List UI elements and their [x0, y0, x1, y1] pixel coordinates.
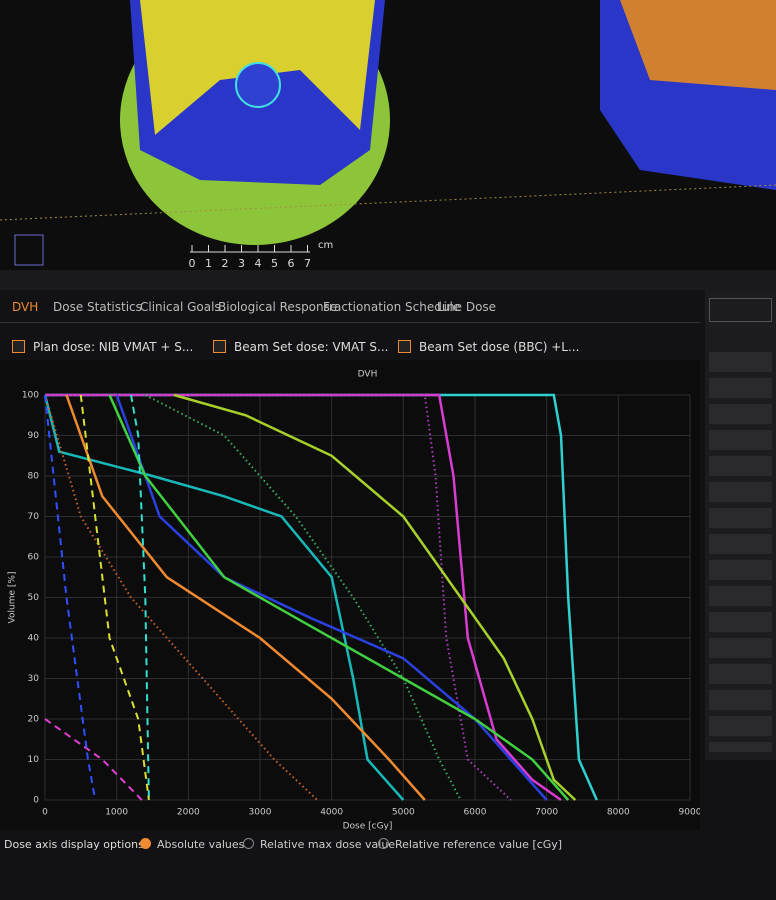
scale-label: 3 [238, 257, 245, 270]
scale-label: 5 [271, 257, 278, 270]
side-list [709, 352, 772, 752]
y-tick-label: 40 [28, 634, 40, 644]
scale-label: 4 [255, 257, 262, 270]
y-axis-label: Volume [%] [8, 572, 18, 624]
dvh-curve [44, 394, 97, 801]
y-tick-label: 100 [22, 391, 39, 401]
ct-region-2 [620, 0, 776, 90]
tab[interactable]: Fractionation Schedule [323, 300, 461, 314]
radio [378, 838, 389, 849]
tab[interactable]: DVH [12, 300, 39, 314]
checkbox [398, 340, 411, 353]
checkbox [12, 340, 25, 353]
tab[interactable]: Line Dose [437, 300, 497, 314]
dose-option[interactable]: Absolute values [140, 838, 244, 851]
tab[interactable]: Dose Statistics [53, 300, 142, 314]
scale-label: 6 [288, 257, 295, 270]
side-search[interactable] [709, 298, 772, 322]
dvh-curve [115, 394, 548, 801]
radio [243, 838, 254, 849]
dvh-curve [45, 393, 562, 802]
x-axis-label: Dose [cGy] [343, 822, 393, 831]
dvh-curve [79, 394, 150, 801]
scale-label: 1 [205, 257, 212, 270]
option-label: Absolute values [157, 838, 245, 851]
y-tick-label: 0 [33, 796, 39, 806]
x-tick-label: 6000 [464, 808, 487, 818]
dose-checkbox[interactable]: Plan dose: NIB VMAT + S... [12, 340, 193, 354]
checkbox-label: Beam Set dose: VMAT S... [234, 340, 389, 354]
dose-checkbox[interactable]: Beam Set dose (BBC) +L... [398, 340, 579, 354]
dose-option[interactable]: Relative max dose value [243, 838, 395, 851]
checkbox-label: Beam Set dose (BBC) +L... [419, 340, 580, 354]
checkbox [213, 340, 226, 353]
y-tick-label: 80 [28, 472, 40, 482]
y-tick-label: 30 [28, 674, 40, 684]
y-tick-label: 10 [28, 755, 40, 765]
dose-option[interactable]: Relative reference value [cGy] [378, 838, 562, 851]
option-label: Relative max dose value [260, 838, 396, 851]
option-label: Relative reference value [cGy] [395, 838, 563, 851]
checkbox-label: Plan dose: NIB VMAT + S... [33, 340, 194, 354]
dvh-curve [130, 394, 150, 801]
side-panel [705, 290, 776, 760]
y-tick-label: 20 [28, 715, 40, 725]
x-tick-label: 1000 [105, 808, 128, 818]
x-tick-label: 9000 [679, 808, 700, 818]
x-tick-label: 4000 [320, 808, 343, 818]
divider [0, 322, 700, 323]
dose-checkbox[interactable]: Beam Set dose: VMAT S... [213, 340, 389, 354]
radio [140, 838, 151, 849]
tab[interactable]: Clinical Goals [140, 300, 221, 314]
dvh-curve [173, 393, 577, 801]
scale-unit: cm [318, 240, 333, 251]
x-tick-label: 2000 [177, 808, 200, 818]
cube-icon [14, 234, 44, 266]
ct-view: 0 1 2 3 4 5 6 7 cm [0, 0, 776, 290]
dvh-curve [45, 393, 598, 801]
tab[interactable]: Biological Response [218, 300, 338, 314]
y-tick-label: 90 [28, 431, 40, 441]
scale-label: 2 [222, 257, 229, 270]
dvh-curve [108, 394, 570, 801]
y-tick-label: 70 [28, 512, 40, 522]
dvh-curve [65, 394, 426, 801]
ct-structure [235, 62, 281, 108]
toolbar [0, 270, 776, 290]
options-label: Dose axis display options: [4, 838, 148, 851]
scale-label: 7 [304, 257, 311, 270]
x-tick-label: 0 [42, 808, 48, 818]
x-tick-label: 5000 [392, 808, 415, 818]
y-tick-label: 50 [28, 593, 40, 603]
x-tick-label: 7000 [535, 808, 558, 818]
x-tick-label: 3000 [249, 808, 272, 818]
dvh-curve [45, 394, 512, 801]
scale-label: 0 [189, 257, 196, 270]
y-tick-label: 60 [28, 553, 40, 563]
scale: 0 1 2 3 4 5 6 7 cm [189, 240, 334, 270]
chart-title: DVH [358, 370, 378, 380]
x-tick-label: 8000 [607, 808, 630, 818]
